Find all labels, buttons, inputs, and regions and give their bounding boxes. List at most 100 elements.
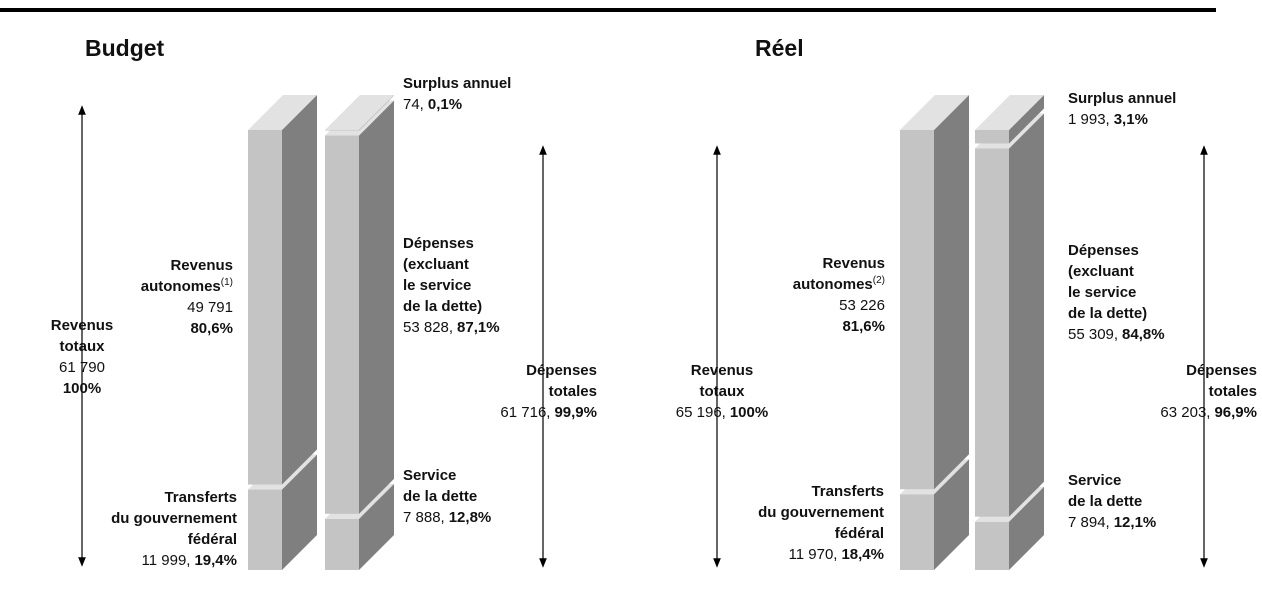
value: 53 828, — [403, 319, 453, 336]
share: 12,8% — [449, 509, 492, 526]
share: 84,8% — [1122, 326, 1165, 343]
bar-side — [934, 459, 969, 570]
value-label: 65 196, 100% — [676, 404, 768, 421]
value-label: 11 970, 18,4% — [789, 546, 884, 563]
label-name: totales — [549, 383, 597, 400]
label-name: du gouvernement — [758, 504, 884, 521]
bar-front — [900, 494, 934, 570]
label-name: Revenus — [691, 362, 754, 379]
share-label: 100% — [63, 380, 101, 397]
share: 87,1% — [457, 319, 500, 336]
bar-top — [900, 95, 969, 130]
share: 99,9% — [554, 404, 597, 421]
label-name: Dépenses — [403, 235, 474, 252]
bar-top — [975, 95, 1044, 130]
bar-side — [359, 95, 394, 131]
value-label: 1 993, 3,1% — [1068, 111, 1148, 128]
label-name: Service — [1068, 472, 1121, 489]
panel-title: Réel — [755, 35, 804, 61]
footnote: (1) — [221, 277, 233, 288]
bar-side — [359, 100, 394, 514]
share: 18,4% — [841, 546, 884, 563]
bar-front — [325, 130, 359, 131]
value-label: 63 203, 96,9% — [1160, 404, 1257, 421]
value-label: 61 790 — [59, 359, 105, 376]
value-label: 7 888, 12,8% — [403, 509, 491, 526]
bar-side — [282, 454, 317, 570]
label-name: Transferts — [164, 489, 237, 506]
value-label: 53 226 — [839, 297, 885, 314]
label-name: autonomes(1) — [141, 277, 233, 295]
value-label: 74, 0,1% — [403, 96, 462, 113]
share: 12,1% — [1114, 514, 1157, 531]
bar-side — [359, 483, 394, 570]
label-name: totales — [1209, 383, 1257, 400]
top-rule — [0, 8, 1216, 12]
value-label: 49 791 — [187, 299, 233, 316]
label-name: de la dette — [1068, 493, 1142, 510]
label-name: totaux — [60, 338, 106, 355]
label-name: le service — [1068, 284, 1136, 301]
value: 11 999, — [142, 552, 191, 569]
bar-front — [975, 521, 1009, 570]
bar-side — [1009, 95, 1044, 144]
label-name: totaux — [700, 383, 746, 400]
label-name: de la dette) — [403, 298, 482, 315]
label-name: fédéral — [188, 531, 237, 548]
share: 0,1% — [428, 96, 462, 113]
bar-side — [1009, 486, 1044, 570]
value: 65 196, — [676, 404, 726, 421]
share: 100% — [730, 404, 768, 421]
label-name: Service — [403, 467, 456, 484]
bar-front — [325, 518, 359, 570]
bar-top — [325, 95, 394, 130]
value-label: 11 999, 19,4% — [142, 552, 237, 569]
value: 61 716, — [500, 404, 550, 421]
label-name: Transferts — [811, 483, 884, 500]
value: 7 888, — [403, 509, 445, 526]
label-name: Dépenses — [1186, 362, 1257, 379]
label-name: de la dette) — [1068, 305, 1147, 322]
label-name: autonomes(2) — [793, 275, 885, 293]
value: 1 993, — [1068, 111, 1110, 128]
bar-side — [1009, 113, 1044, 517]
share: 3,1% — [1114, 111, 1148, 128]
label-name: (excluant — [403, 256, 469, 273]
label-name: du gouvernement — [111, 510, 237, 527]
value: 7 894, — [1068, 514, 1110, 531]
bar-side — [934, 95, 969, 490]
footnote: (2) — [873, 275, 885, 286]
value-label: 61 716, 99,9% — [500, 404, 597, 421]
label-name: Revenus — [822, 255, 885, 272]
value: 63 203, — [1160, 404, 1210, 421]
bar-side — [282, 95, 317, 485]
panel-title: Budget — [85, 35, 165, 61]
label-name-part: autonomes — [141, 278, 221, 295]
bar-front — [325, 135, 359, 514]
label-name: le service — [403, 277, 471, 294]
label-name: (excluant — [1068, 263, 1134, 280]
share-label: 81,6% — [842, 318, 885, 335]
value: 55 309, — [1068, 326, 1118, 343]
label-name: Revenus — [170, 257, 233, 274]
value: 74, — [403, 96, 424, 113]
value-label: 7 894, 12,1% — [1068, 514, 1156, 531]
label-name: fédéral — [835, 525, 884, 542]
bar-front — [975, 130, 1009, 144]
label-name: Revenus — [51, 317, 114, 334]
label-name: Surplus annuel — [403, 75, 511, 92]
bar-front — [248, 489, 282, 570]
label-name: Surplus annuel — [1068, 90, 1176, 107]
share-label: 80,6% — [190, 320, 233, 337]
value-label: 53 828, 87,1% — [403, 319, 500, 336]
label-name: de la dette — [403, 488, 477, 505]
share: 19,4% — [194, 552, 237, 569]
label-name: Dépenses — [1068, 242, 1139, 259]
label-name-part: autonomes — [793, 276, 873, 293]
bar-front — [900, 130, 934, 490]
bar-top — [248, 95, 317, 130]
bar-front — [975, 148, 1009, 517]
label-name: Dépenses — [526, 362, 597, 379]
value: 11 970, — [789, 546, 838, 563]
